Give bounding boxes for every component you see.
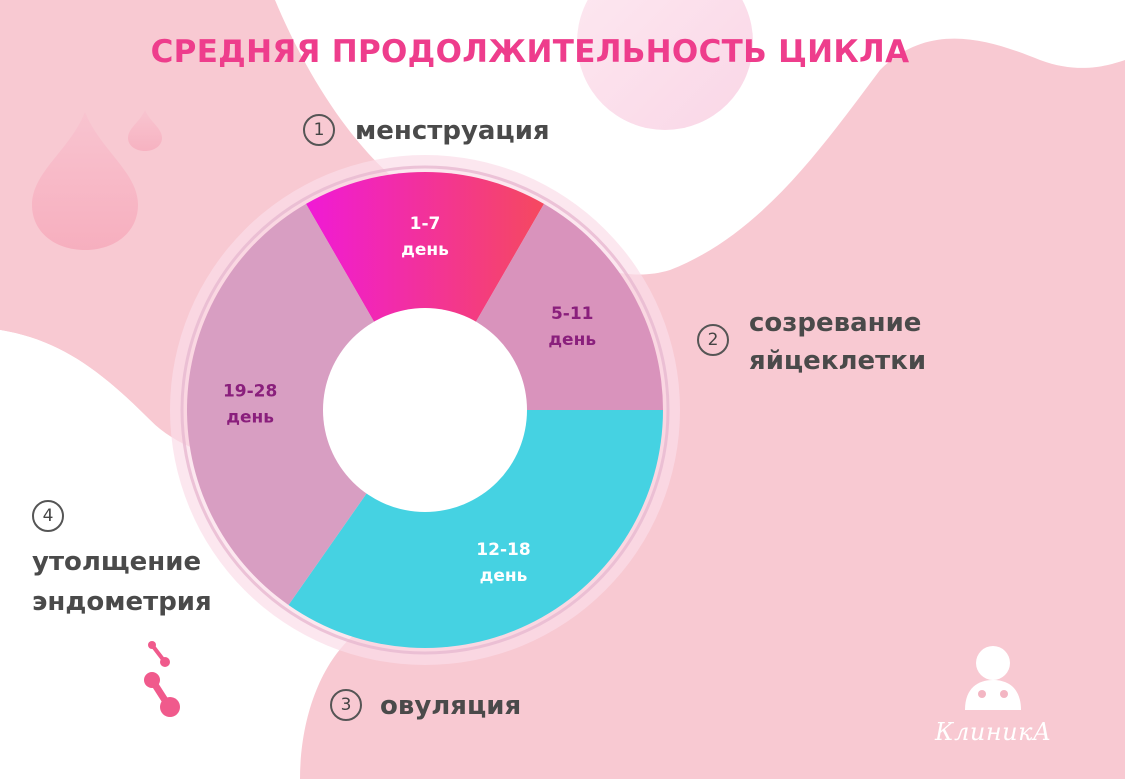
segment-unit-label: день	[226, 407, 274, 427]
donut-hole	[323, 308, 527, 512]
donut-segment	[306, 171, 544, 410]
segment-label: 12-18	[476, 540, 530, 560]
doctor-icon	[965, 646, 1021, 710]
molecule-decoration	[144, 641, 180, 717]
donut-segment	[186, 203, 425, 605]
logo-text: КлиникА	[935, 718, 1052, 746]
step-ovulation: 3 овуляция	[330, 687, 521, 725]
page-title: СРЕДНЯЯ ПРОДОЛЖИТЕЛЬНОСТЬ ЦИКЛА	[150, 34, 910, 70]
step-label: созревание яйцеклетки	[749, 308, 927, 376]
step-number-circle: 3	[330, 689, 362, 721]
drop-small	[128, 110, 162, 151]
white-wave	[0, 330, 300, 779]
donut-segment	[288, 410, 663, 648]
step-label: утолщение эндометрия	[32, 547, 212, 617]
segment-label: 1-7	[410, 214, 441, 234]
segment-label: 19-28	[223, 381, 277, 401]
step-number-circle: 1	[303, 114, 335, 146]
step-menstruation: 1 менструация	[303, 112, 550, 150]
step-number-circle: 2	[697, 324, 729, 356]
top-blob	[577, 0, 753, 130]
segment-unit-label: день	[480, 566, 528, 586]
segment-unit-label: день	[401, 240, 449, 260]
drop-large	[32, 112, 138, 250]
donut-halo-ring	[180, 165, 670, 655]
step-label: менструация	[355, 116, 550, 146]
step-endometrium: 4 утолщение эндометрия	[32, 500, 212, 622]
segment-label: 5-11	[551, 304, 594, 324]
segment-unit-label: день	[548, 330, 596, 350]
step-maturation: 2 созревание яйцеклетки	[697, 304, 926, 380]
step-number-circle: 4	[32, 500, 64, 532]
step-label: овуляция	[380, 691, 522, 721]
